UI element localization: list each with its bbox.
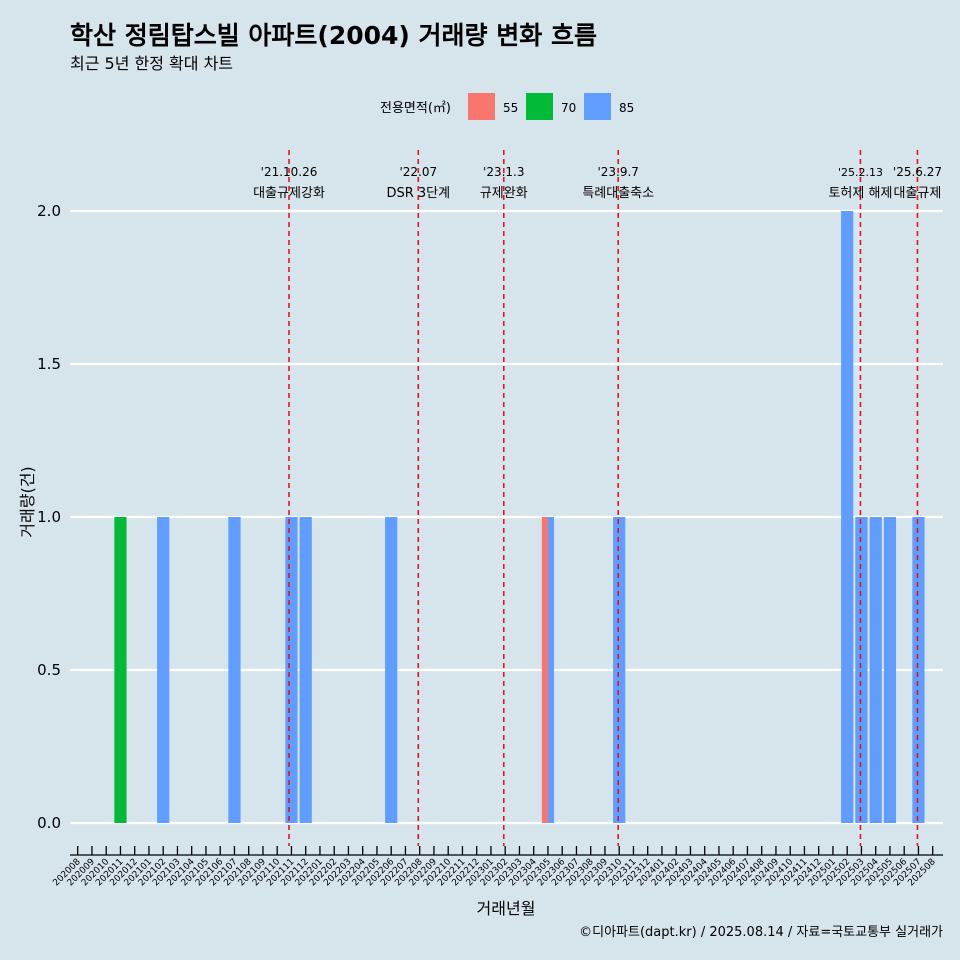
y-tick-label: 1.5 bbox=[37, 355, 61, 373]
legend-title: 전용면적(㎡) bbox=[380, 101, 451, 116]
y-tick-label: 0.5 bbox=[37, 661, 61, 679]
y-tick-label: 2.0 bbox=[37, 202, 61, 220]
annotation-label: DSR 3단계 bbox=[386, 186, 450, 201]
annotation-label: 대출규제강화 bbox=[253, 186, 325, 201]
legend-swatch bbox=[584, 93, 611, 120]
bar bbox=[841, 211, 854, 823]
legend-label: 55 bbox=[503, 101, 518, 115]
annotation-date: '23.9.7 bbox=[597, 165, 638, 179]
annotation-date: '22.07 bbox=[399, 165, 437, 179]
bar bbox=[114, 517, 127, 823]
legend-swatch bbox=[526, 93, 553, 120]
annotation-label: 토허제 해제 bbox=[828, 186, 892, 201]
annotation-label: 규제완화 bbox=[480, 186, 528, 201]
bar bbox=[299, 517, 312, 823]
bar bbox=[285, 517, 298, 823]
y-axis-title: 거래량(건) bbox=[18, 466, 37, 537]
y-tick-label: 1.0 bbox=[37, 508, 61, 526]
annotation-date: '25.2.13 bbox=[838, 166, 883, 179]
grid bbox=[70, 209, 943, 825]
bar bbox=[541, 517, 548, 823]
y-tick-label: 0.0 bbox=[37, 814, 61, 832]
y-axis: 0.0 0.5 1.0 1.5 2.0 bbox=[37, 202, 61, 832]
bar bbox=[883, 517, 897, 823]
annotation-date: '23.1.3 bbox=[483, 165, 524, 179]
bar bbox=[228, 517, 241, 823]
bar bbox=[855, 517, 868, 823]
bar bbox=[547, 517, 555, 823]
bar bbox=[157, 517, 170, 823]
annotation-date: '25.6.27 bbox=[893, 165, 942, 179]
annotation-label: 특례대출축소 bbox=[582, 186, 654, 201]
annotation-label: 대출규제 bbox=[894, 186, 942, 201]
chart-title: 학산 정림탑스빌 아파트(2004) 거래량 변화 흐름 bbox=[70, 21, 597, 50]
annotation-lines: '21.10.26 대출규제강화 '22.07 DSR 3단계 '23.1.3 규제완화 '… bbox=[253, 150, 942, 846]
x-axis: 2020082020092020102020112020122021012021… bbox=[51, 846, 943, 888]
legend-label: 85 bbox=[619, 101, 634, 115]
bar bbox=[869, 517, 882, 823]
bar bbox=[613, 517, 626, 823]
legend-swatch bbox=[468, 93, 495, 120]
legend-label: 70 bbox=[561, 101, 576, 115]
chart-subtitle: 최근 5년 한정 확대 차트 bbox=[70, 54, 233, 73]
legend: 전용면적(㎡) 55 70 85 bbox=[380, 93, 634, 120]
caption: ©디아파트(dapt.kr) / 2025.08.14 / 자료=국토교통부 실… bbox=[579, 925, 943, 940]
annotation-date: '21.10.26 bbox=[261, 165, 318, 179]
bar bbox=[385, 517, 398, 823]
bar bbox=[912, 517, 925, 823]
x-axis-title: 거래년월 bbox=[477, 899, 536, 918]
